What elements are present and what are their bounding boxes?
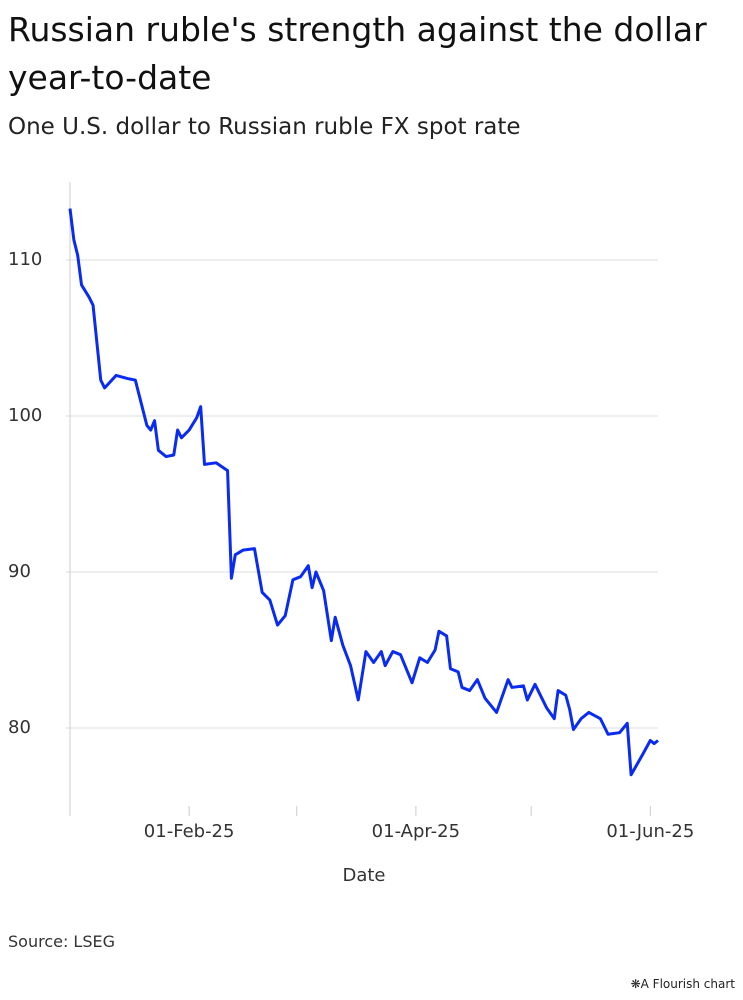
y-tick-label: 100 xyxy=(8,405,42,426)
x-axis-label: Date xyxy=(342,865,385,886)
x-tick-label: 01-Apr-25 xyxy=(372,821,460,842)
credit-icon: ❋ xyxy=(630,977,641,991)
credit-text: A Flourish chart xyxy=(640,977,735,991)
x-tick-label: 01-Feb-25 xyxy=(144,821,235,842)
x-tick-label: 01-Jun-25 xyxy=(606,821,694,842)
chart-subtitle: One U.S. dollar to Russian ruble FX spot… xyxy=(8,114,521,140)
y-tick-label: 80 xyxy=(8,717,31,738)
chart: Date 80 90 100 110 01-Feb-25 01-Apr-25 01-Jun-… xyxy=(8,182,694,886)
data-line xyxy=(68,208,659,777)
credit: ❋A Flourish chart xyxy=(631,977,735,991)
y-tick-label: 110 xyxy=(8,249,42,270)
source: Source: LSEG xyxy=(8,932,116,951)
chart-title: Russian ruble's strength against the dol… xyxy=(8,10,707,97)
y-tick-label: 90 xyxy=(8,561,31,582)
